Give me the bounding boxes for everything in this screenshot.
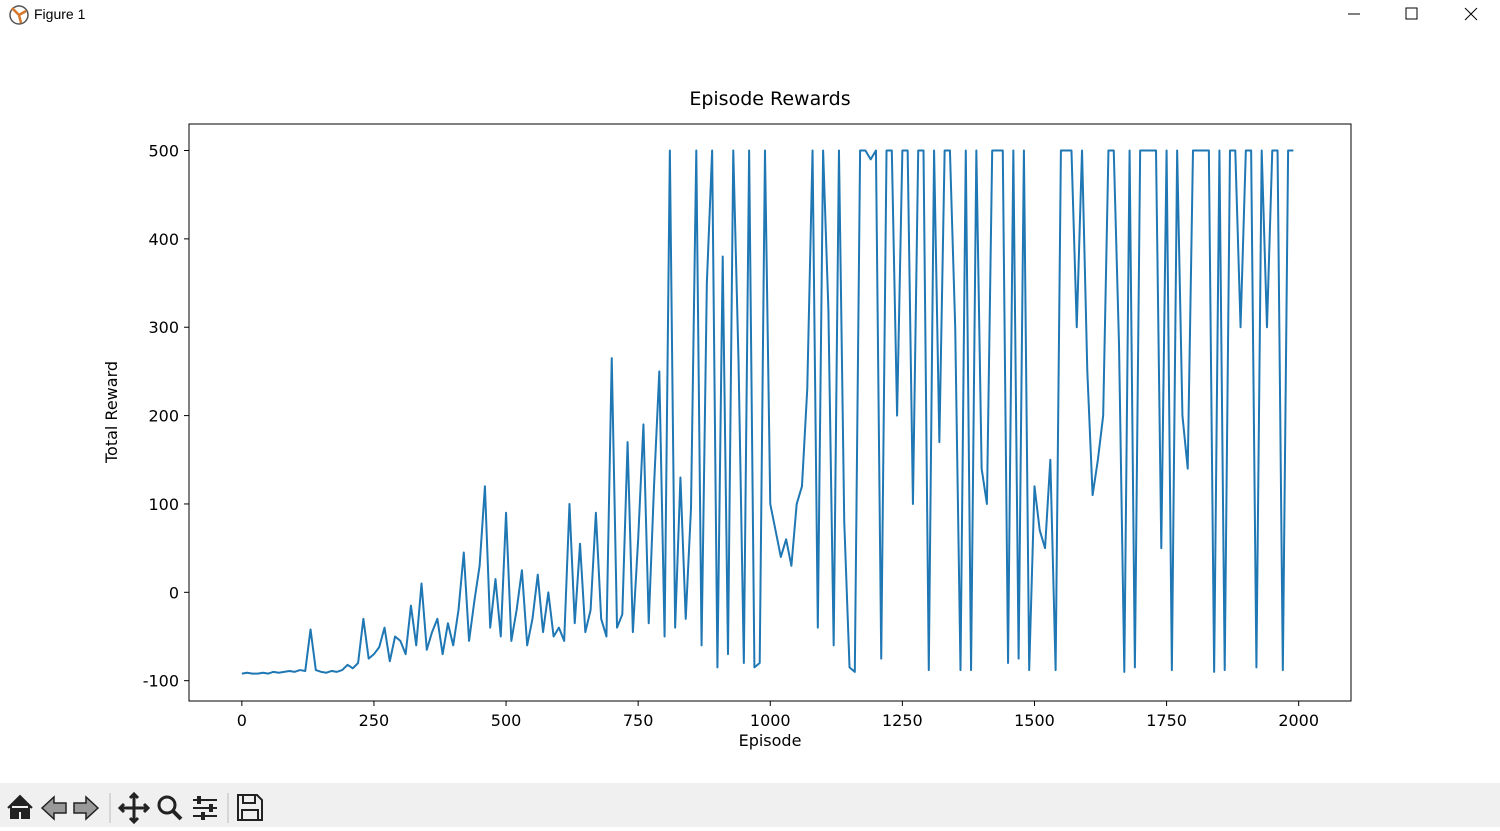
back-button[interactable]: [40, 795, 67, 821]
window-title: Figure 1: [34, 6, 86, 22]
x-tick-label: 1500: [1014, 711, 1055, 730]
x-tick-label: 500: [491, 711, 522, 730]
x-tick-label: 750: [623, 711, 654, 730]
y-tick-label: -100: [143, 672, 179, 691]
x-axis-label: Episode: [739, 731, 802, 750]
data-line: [241, 149, 1294, 675]
save-button[interactable]: [237, 794, 263, 821]
toolbar-icons: [7, 791, 263, 825]
pan-button[interactable]: [117, 791, 151, 825]
chart-title: Episode Rewards: [689, 88, 850, 110]
y-tick-label: 400: [148, 230, 179, 249]
x-tick-label: 2000: [1278, 711, 1319, 730]
y-tick-label: 300: [148, 318, 179, 337]
y-tick-label: 200: [148, 407, 179, 426]
forward-button[interactable]: [73, 795, 100, 821]
maximize-button[interactable]: [1405, 7, 1418, 20]
zoom-button[interactable]: [157, 795, 177, 815]
y-tick-label: 0: [169, 583, 179, 602]
y-tick-label: 100: [148, 495, 179, 514]
axes-frame: [188, 123, 1352, 702]
x-tick-label: 0: [237, 711, 247, 730]
x-tick-label: 1750: [1146, 711, 1187, 730]
home-button[interactable]: [7, 794, 33, 819]
y-axis-label: Total Reward: [102, 361, 121, 464]
configure-sliders: [197, 796, 213, 820]
zoom-handle: [171, 809, 183, 821]
x-tick-label: 1000: [750, 711, 791, 730]
window-controls[interactable]: [1320, 0, 1500, 30]
x-tick-label: 250: [359, 711, 390, 730]
x-tick-label: 1250: [882, 711, 923, 730]
close-button[interactable]: [1464, 7, 1478, 21]
y-tick-label: 500: [148, 142, 179, 161]
app-icon: [9, 5, 29, 25]
toolbar: [0, 783, 1500, 827]
title-bar: Figure 1: [0, 0, 1500, 30]
chart: Episode Rewards Episode Total Reward 0 25…: [102, 88, 1352, 750]
